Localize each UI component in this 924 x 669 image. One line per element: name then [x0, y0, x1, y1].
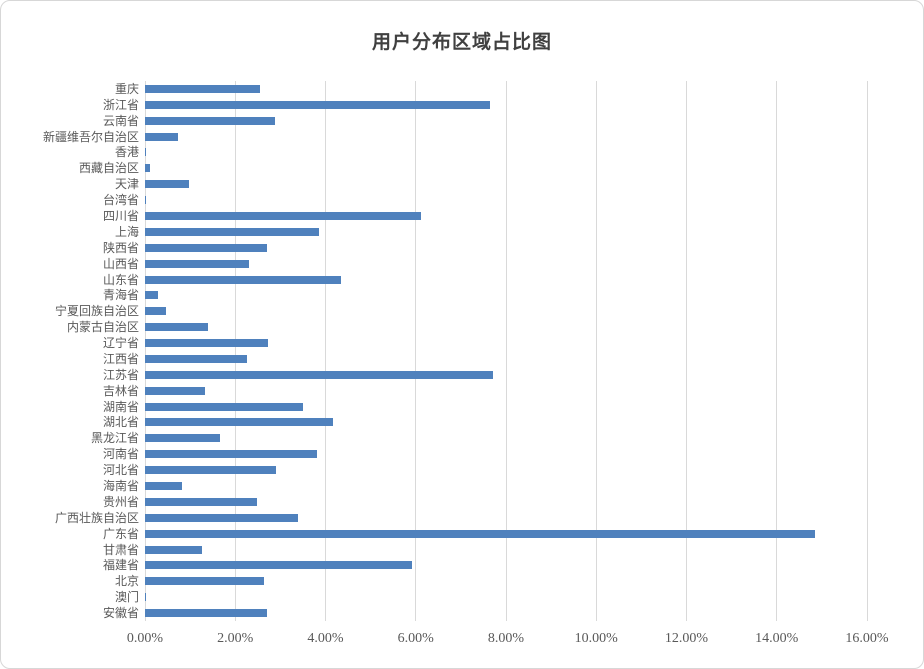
bar [145, 291, 159, 300]
bar [145, 227, 320, 236]
bar [145, 402, 303, 411]
category-label: 山西省 [102, 256, 139, 271]
x-tick-label: 12.00% [664, 631, 709, 646]
category-label: 河北省 [102, 463, 139, 478]
category-label: 新疆维吾尔自治区 [42, 129, 139, 144]
gridline [415, 81, 417, 621]
bar [145, 323, 209, 332]
bar [145, 593, 146, 602]
x-tick-label: 8.00% [487, 631, 525, 646]
bar [145, 577, 264, 586]
bar [145, 243, 267, 252]
plot-area [144, 81, 868, 621]
gridline [234, 81, 236, 621]
x-tick-label: 4.00% [307, 631, 344, 646]
x-tick-label: 2.00% [217, 631, 254, 646]
bar [145, 370, 493, 379]
bar [145, 339, 269, 348]
category-label: 贵州省 [102, 494, 139, 509]
x-tick-label: 14.00% [755, 631, 799, 646]
category-label: 内蒙古自治区 [66, 320, 139, 335]
category-label: 广东省 [102, 526, 139, 541]
category-label: 西藏自治区 [78, 161, 139, 176]
bar [145, 164, 150, 173]
bar [145, 180, 190, 189]
bar [145, 354, 247, 363]
category-label: 天津 [114, 177, 139, 192]
bar [145, 100, 490, 109]
bar [145, 386, 206, 395]
gridline [686, 81, 687, 621]
category-label: 辽宁省 [102, 336, 139, 351]
category-label: 吉林省 [102, 383, 139, 398]
category-label: 青海省 [102, 288, 139, 303]
x-tick-label: 10.00% [574, 631, 618, 646]
category-label: 台湾省 [102, 193, 139, 208]
category-label: 香港 [114, 145, 139, 160]
y-axis-labels: 重庆 浙江省 云南省 新疆维吾尔自治区 香港 西藏自治区 天津 台湾省 四川省 上海 陕西省 山西省山… [1, 81, 139, 621]
category-label: 湖北省 [102, 415, 139, 430]
bar [145, 307, 166, 316]
bar [145, 196, 146, 205]
gridline [776, 81, 778, 621]
bar [145, 132, 178, 141]
category-label: 陕西省 [102, 240, 139, 255]
gridline [144, 81, 146, 621]
bar [145, 84, 260, 93]
bar [145, 259, 249, 268]
x-tick-label: 16.00% [845, 631, 889, 646]
x-tick-label: 6.00% [397, 631, 434, 646]
gridline [595, 81, 597, 621]
category-label: 河南省 [102, 447, 139, 462]
category-label: 云南省 [102, 113, 139, 128]
bar [145, 545, 202, 554]
x-axis-labels: 0.00% 2.00% 4.00% 6.00% 8.00% 10.00% 12.00% 14.… [127, 631, 889, 655]
bar [145, 529, 816, 538]
category-label: 四川省 [102, 209, 139, 223]
bar [145, 148, 146, 157]
category-label: 湖南省 [102, 399, 139, 414]
bar [145, 418, 334, 427]
category-label: 海南省 [102, 479, 139, 493]
category-label: 福建省 [102, 558, 139, 573]
category-label: 黑龙江省 [90, 431, 139, 446]
gridline [866, 81, 868, 621]
gridline [325, 81, 326, 621]
x-tick-label: 0.00% [126, 631, 164, 646]
bar [145, 212, 421, 220]
category-label: 山东省 [102, 272, 139, 287]
chart-title: 用户分布区域占比图 [371, 32, 552, 53]
bar [145, 275, 342, 284]
bar [145, 466, 277, 475]
category-label: 澳门 [114, 590, 139, 605]
category-label: 江西省 [102, 351, 139, 366]
category-label: 北京 [114, 574, 139, 589]
bar [145, 482, 182, 490]
bar [145, 434, 220, 443]
category-label: 宁夏回族自治区 [54, 304, 139, 319]
category-label: 安徽省 [102, 606, 139, 621]
gridline [505, 81, 507, 621]
category-label: 重庆 [114, 81, 139, 96]
bar [145, 561, 412, 570]
bar [145, 497, 257, 506]
bar [145, 116, 275, 125]
bar [145, 609, 268, 618]
bar [145, 513, 299, 522]
category-label: 浙江省 [102, 97, 139, 112]
bar [145, 450, 318, 459]
category-label: 广西壮族自治区 [54, 510, 139, 525]
category-label: 上海 [114, 224, 139, 239]
category-label: 江苏省 [102, 367, 139, 382]
category-label: 甘肃省 [102, 542, 139, 557]
